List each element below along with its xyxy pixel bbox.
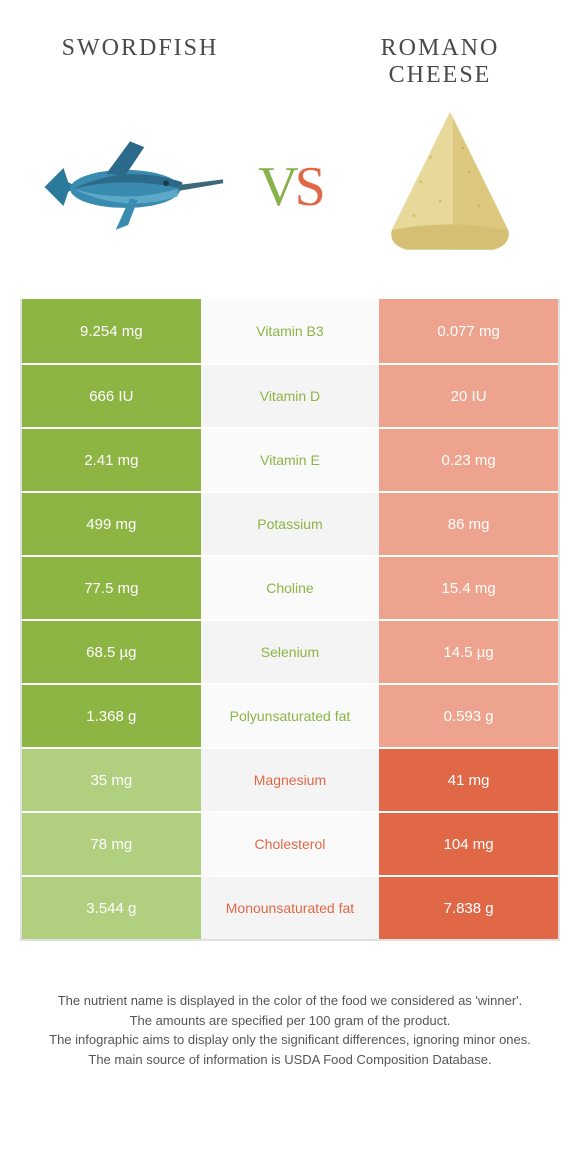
left-value: 2.41 mg xyxy=(22,429,201,491)
images-row: VS xyxy=(0,99,580,299)
nutrient-table: 9.254 mgVitamin B30.077 mg666 IUVitamin … xyxy=(20,299,560,941)
right-value: 14.5 µg xyxy=(379,621,558,683)
footer-notes: The nutrient name is displayed in the co… xyxy=(0,941,580,1099)
footer-line: The main source of information is USDA F… xyxy=(40,1050,540,1070)
right-value: 7.838 g xyxy=(379,877,558,939)
table-row: 3.544 gMonounsaturated fat7.838 g xyxy=(22,875,558,939)
nutrient-name: Potassium xyxy=(201,493,380,555)
vs-v: V xyxy=(258,156,294,218)
right-value: 0.23 mg xyxy=(379,429,558,491)
nutrient-name: Cholesterol xyxy=(201,813,380,875)
left-value: 3.544 g xyxy=(22,877,201,939)
left-value: 666 IU xyxy=(22,365,201,427)
table-row: 68.5 µgSelenium14.5 µg xyxy=(22,619,558,683)
left-value: 78 mg xyxy=(22,813,201,875)
table-row: 78 mgCholesterol104 mg xyxy=(22,811,558,875)
nutrient-name: Polyunsaturated fat xyxy=(201,685,380,747)
left-value: 35 mg xyxy=(22,749,201,811)
nutrient-name: Vitamin E xyxy=(201,429,380,491)
right-value: 20 IU xyxy=(379,365,558,427)
right-value: 41 mg xyxy=(379,749,558,811)
footer-line: The infographic aims to display only the… xyxy=(40,1030,540,1050)
left-value: 9.254 mg xyxy=(22,299,201,363)
left-food-title: Swordfish xyxy=(40,35,240,62)
nutrient-name: Selenium xyxy=(201,621,380,683)
header-titles: Swordfish Romano cheese xyxy=(0,0,580,99)
table-row: 9.254 mgVitamin B30.077 mg xyxy=(22,299,558,363)
nutrient-name: Vitamin D xyxy=(201,365,380,427)
footer-line: The nutrient name is displayed in the co… xyxy=(40,991,540,1011)
table-row: 2.41 mgVitamin E0.23 mg xyxy=(22,427,558,491)
nutrient-name: Magnesium xyxy=(201,749,380,811)
table-row: 666 IUVitamin D20 IU xyxy=(22,363,558,427)
right-value: 15.4 mg xyxy=(379,557,558,619)
vs-label: VS xyxy=(258,155,322,219)
cheese-image xyxy=(350,97,550,277)
swordfish-image xyxy=(30,97,230,277)
table-row: 499 mgPotassium86 mg xyxy=(22,491,558,555)
nutrient-name: Choline xyxy=(201,557,380,619)
right-value: 0.593 g xyxy=(379,685,558,747)
table-row: 35 mgMagnesium41 mg xyxy=(22,747,558,811)
nutrient-name: Monounsaturated fat xyxy=(201,877,380,939)
left-value: 68.5 µg xyxy=(22,621,201,683)
table-row: 1.368 gPolyunsaturated fat0.593 g xyxy=(22,683,558,747)
left-value: 77.5 mg xyxy=(22,557,201,619)
left-value: 499 mg xyxy=(22,493,201,555)
left-value: 1.368 g xyxy=(22,685,201,747)
right-value: 86 mg xyxy=(379,493,558,555)
nutrient-name: Vitamin B3 xyxy=(201,299,380,363)
vs-s: S xyxy=(295,156,322,218)
right-food-title: Romano cheese xyxy=(340,35,540,89)
right-value: 104 mg xyxy=(379,813,558,875)
table-row: 77.5 mgCholine15.4 mg xyxy=(22,555,558,619)
footer-line: The amounts are specified per 100 gram o… xyxy=(40,1011,540,1031)
right-value: 0.077 mg xyxy=(379,299,558,363)
